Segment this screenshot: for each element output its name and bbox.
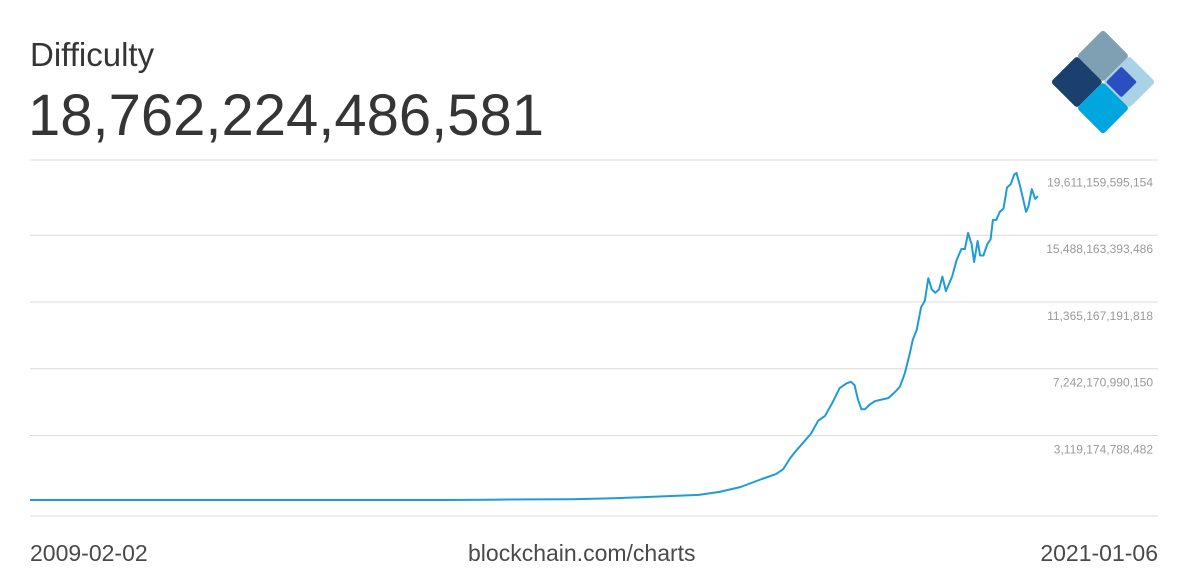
y-tick-label: 7,242,170,990,150: [1053, 376, 1153, 390]
logo-tile-inner: [1106, 67, 1137, 97]
difficulty-series-line: [30, 172, 1039, 501]
series-layer: [30, 172, 1039, 501]
footer-end-date: 2021-01-06: [1040, 540, 1158, 566]
logo-tile-left: [1051, 57, 1102, 107]
logo-tile-bottom: [1078, 83, 1128, 134]
current-difficulty-value: 18,762,224,486,581: [28, 83, 545, 148]
y-tick-label: 3,119,174,788,482: [1054, 442, 1154, 456]
footer-source-link[interactable]: blockchain.com/charts: [468, 540, 696, 566]
chart-title: Difficulty: [30, 36, 155, 73]
y-tick-label: 15,488,163,393,486: [1046, 242, 1153, 256]
y-axis-tick-labels: 3,119,174,788,482 7,242,170,990,150 11,365…: [1046, 175, 1153, 456]
footer-start-date: 2009-02-02: [30, 540, 148, 566]
grid-lines: [30, 159, 1158, 517]
blockchain-logo-icon[interactable]: [1047, 26, 1159, 138]
y-tick-label: 19,611,159,595,154: [1047, 175, 1153, 189]
y-tick-label: 11,365,167,191,818: [1047, 309, 1153, 323]
logo-tile-top: [1078, 30, 1128, 81]
